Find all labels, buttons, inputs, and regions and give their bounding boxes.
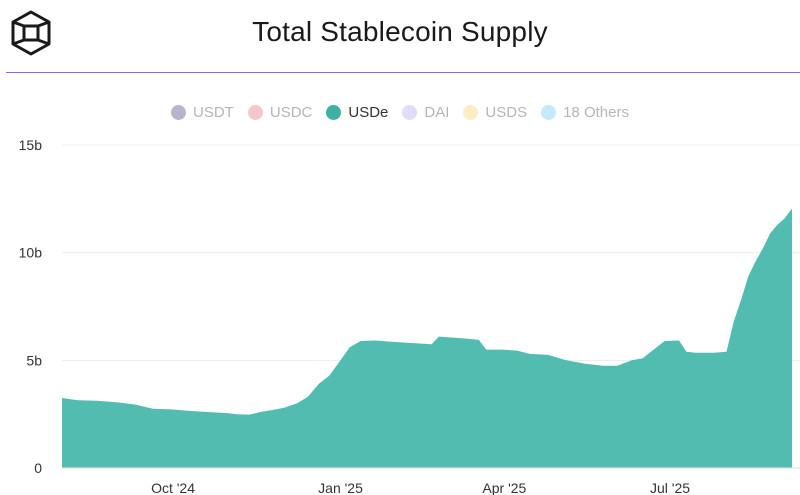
legend-dot <box>326 104 342 120</box>
legend-item-usdc[interactable]: USDC <box>247 103 313 121</box>
x-tick-label: Jul '25 <box>650 480 690 495</box>
legend-label: USDC <box>269 103 313 121</box>
legend-label: USDe <box>348 103 389 121</box>
legend-label: USDT <box>193 103 234 121</box>
x-tick-label: Jan '25 <box>318 480 363 495</box>
legend-item-dai[interactable]: DAI <box>402 104 449 121</box>
title-divider <box>6 72 800 73</box>
legend-dot <box>541 104 557 120</box>
legend-item-usde[interactable]: USDe <box>326 104 388 121</box>
legend-item-usdt[interactable]: USDT <box>171 104 234 121</box>
y-tick-label: 5b <box>26 352 42 368</box>
legend-item-18-others[interactable]: 18 Others <box>541 104 629 121</box>
legend-dot <box>402 104 418 120</box>
chart-title: Total Stablecoin Supply <box>252 16 548 47</box>
x-tick-label: Apr '25 <box>482 480 526 495</box>
chart-legend: USDT USDC USDe DAI USDS 18 Others <box>0 100 800 124</box>
legend-item-usds[interactable]: USDS <box>463 104 527 121</box>
legend-label: DAI <box>424 103 450 121</box>
legend-label: USDS <box>485 103 528 121</box>
y-tick-label: 15b <box>19 137 43 153</box>
area-series-usde <box>62 208 792 468</box>
legend-dot <box>463 104 479 120</box>
legend-dot <box>171 104 187 120</box>
legend-label: 18 Others <box>563 103 629 121</box>
legend-dot <box>247 104 263 120</box>
brand-logo-icon <box>6 8 56 58</box>
x-tick-label: Oct '24 <box>151 480 195 495</box>
y-tick-label: 0 <box>34 460 42 476</box>
y-tick-label: 10b <box>19 245 43 261</box>
